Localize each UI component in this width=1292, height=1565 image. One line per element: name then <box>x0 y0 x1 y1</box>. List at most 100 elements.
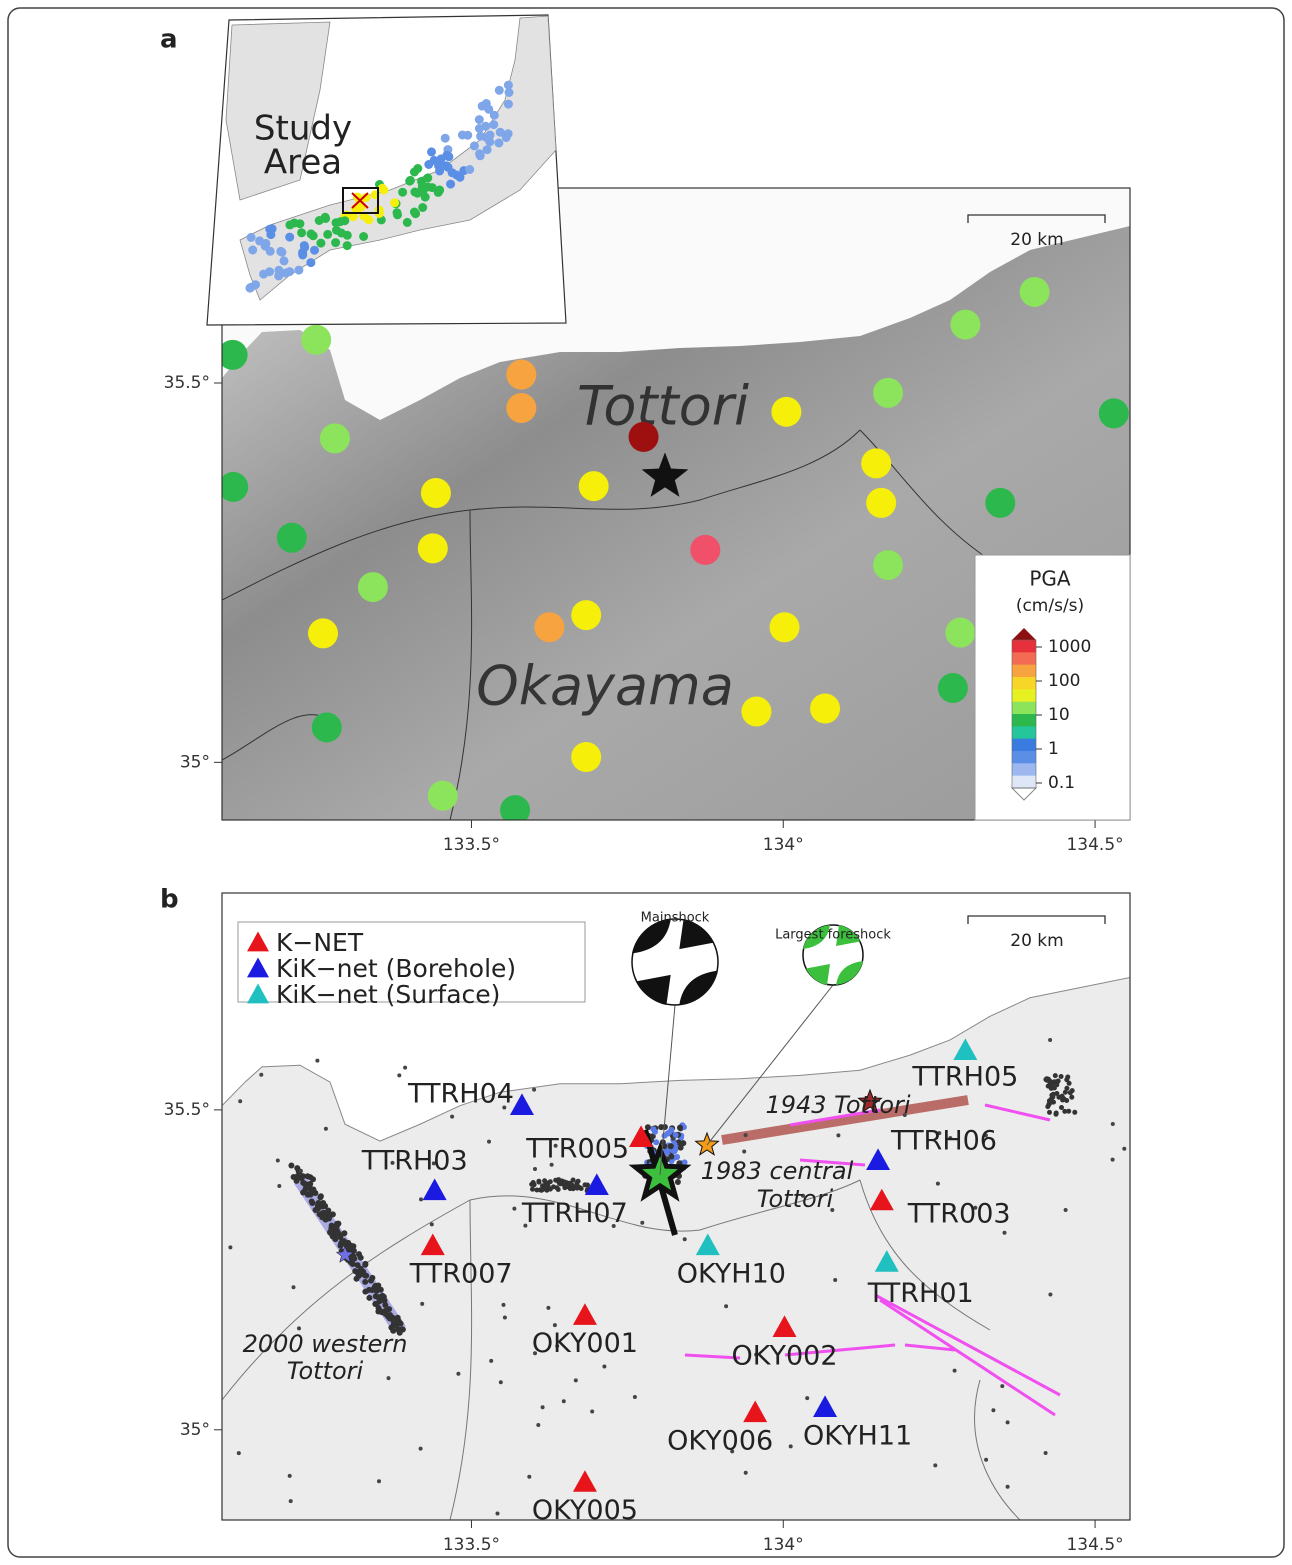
seismicity <box>565 1184 570 1189</box>
inset-station <box>424 160 433 169</box>
seismicity <box>1049 1093 1054 1098</box>
aftershock <box>341 1230 347 1236</box>
seismicity <box>503 1316 507 1320</box>
pga-station <box>810 693 840 723</box>
aftershock <box>371 1286 377 1292</box>
inset-station <box>475 124 484 133</box>
inset-station <box>285 233 294 242</box>
inset-station <box>378 184 387 193</box>
aftershock <box>350 1243 356 1249</box>
pga-station <box>506 360 536 390</box>
inset-station <box>297 228 306 237</box>
inset-station <box>403 218 412 227</box>
seismicity <box>1059 1105 1064 1110</box>
inset-station <box>504 100 513 109</box>
inset-station <box>495 86 504 95</box>
seismicity <box>420 1302 424 1306</box>
x-tick-label: 134° <box>763 1535 804 1555</box>
inset-station <box>410 208 419 217</box>
inset-station <box>441 134 450 143</box>
seismicity <box>789 1444 793 1448</box>
inset-station <box>306 258 315 267</box>
colorbar-segment <box>1012 640 1036 653</box>
aftershock <box>391 1318 397 1324</box>
scale-label: 20 km <box>1010 931 1063 951</box>
aftershock <box>398 1321 404 1327</box>
y-tick-label: 35.5° <box>164 373 210 393</box>
aftershock <box>308 1192 314 1198</box>
seismicity <box>315 1059 319 1063</box>
aftershock <box>651 1126 657 1132</box>
colorbar-tick-label: 1 <box>1048 739 1059 759</box>
aftershock <box>362 1272 368 1278</box>
inset-station <box>294 266 303 275</box>
station-label: TTR003 <box>907 1199 1011 1230</box>
seismicity <box>546 1306 550 1310</box>
pga-station <box>771 397 801 427</box>
seismicity <box>450 1115 454 1119</box>
pga-station <box>945 618 975 648</box>
legend-label: K−NET <box>276 928 364 957</box>
seismicity <box>1000 1384 1004 1388</box>
x-tick-label: 133.5° <box>443 835 500 855</box>
seismicity <box>833 1278 837 1282</box>
seismicity <box>502 1303 506 1307</box>
legend-label: KiK−net (Surface) <box>276 980 500 1009</box>
inset-station <box>309 231 318 240</box>
inset-station <box>489 120 498 129</box>
seismicity <box>1062 1109 1067 1114</box>
seismicity <box>527 1475 531 1479</box>
seismicity <box>536 1180 541 1185</box>
station-label: TTRH04 <box>407 1078 514 1109</box>
inset-station <box>251 280 260 289</box>
aftershock <box>326 1216 332 1222</box>
inset-station <box>290 219 299 228</box>
seismicity <box>590 1410 594 1414</box>
seismicity <box>1059 1074 1064 1079</box>
pga-station <box>1099 398 1129 428</box>
seismicity <box>574 1378 578 1382</box>
aftershock <box>288 1163 294 1169</box>
aftershock <box>303 1182 309 1188</box>
x-tick-label: 134.5° <box>1066 835 1123 855</box>
aftershock <box>377 1308 383 1314</box>
aftershock <box>653 1139 659 1145</box>
seismicity <box>671 1137 675 1141</box>
colorbar-segment <box>1012 739 1036 752</box>
x-tick-label: 134° <box>763 835 804 855</box>
aftershock <box>354 1276 360 1282</box>
seismicity <box>1053 1073 1058 1078</box>
seismicity <box>387 1376 391 1380</box>
panel-label: b <box>160 885 179 915</box>
inset-station <box>274 271 283 280</box>
seismicity <box>1072 1110 1077 1115</box>
inset-station <box>310 246 319 255</box>
seismicity <box>1047 1078 1052 1083</box>
inset-station <box>285 267 294 276</box>
seismicity <box>683 1237 687 1241</box>
inset-station <box>434 162 443 171</box>
colorbar-tick-label: 0.1 <box>1048 773 1075 793</box>
pga-station <box>861 448 891 478</box>
seismicity <box>744 1133 748 1137</box>
inset-station <box>390 198 399 207</box>
seismicity <box>1070 1088 1075 1093</box>
seismicity <box>569 1182 574 1187</box>
station-label: TTR005 <box>525 1133 629 1164</box>
seismicity <box>487 1140 491 1144</box>
seismicity <box>430 1222 434 1226</box>
pga-station <box>534 612 564 642</box>
pga-station <box>506 393 536 423</box>
aftershock <box>358 1266 364 1272</box>
aftershock <box>366 1295 372 1301</box>
inset-station <box>300 243 309 252</box>
inset-station <box>482 133 491 142</box>
seismicity <box>512 1207 516 1211</box>
event-label: 1943 Tottori <box>765 1091 910 1119</box>
seismicity <box>933 1463 937 1467</box>
inset-station <box>475 115 484 124</box>
seismicity <box>1006 1485 1010 1489</box>
inset-station <box>504 81 513 90</box>
aftershock <box>382 1302 388 1308</box>
aftershock <box>321 1210 327 1216</box>
